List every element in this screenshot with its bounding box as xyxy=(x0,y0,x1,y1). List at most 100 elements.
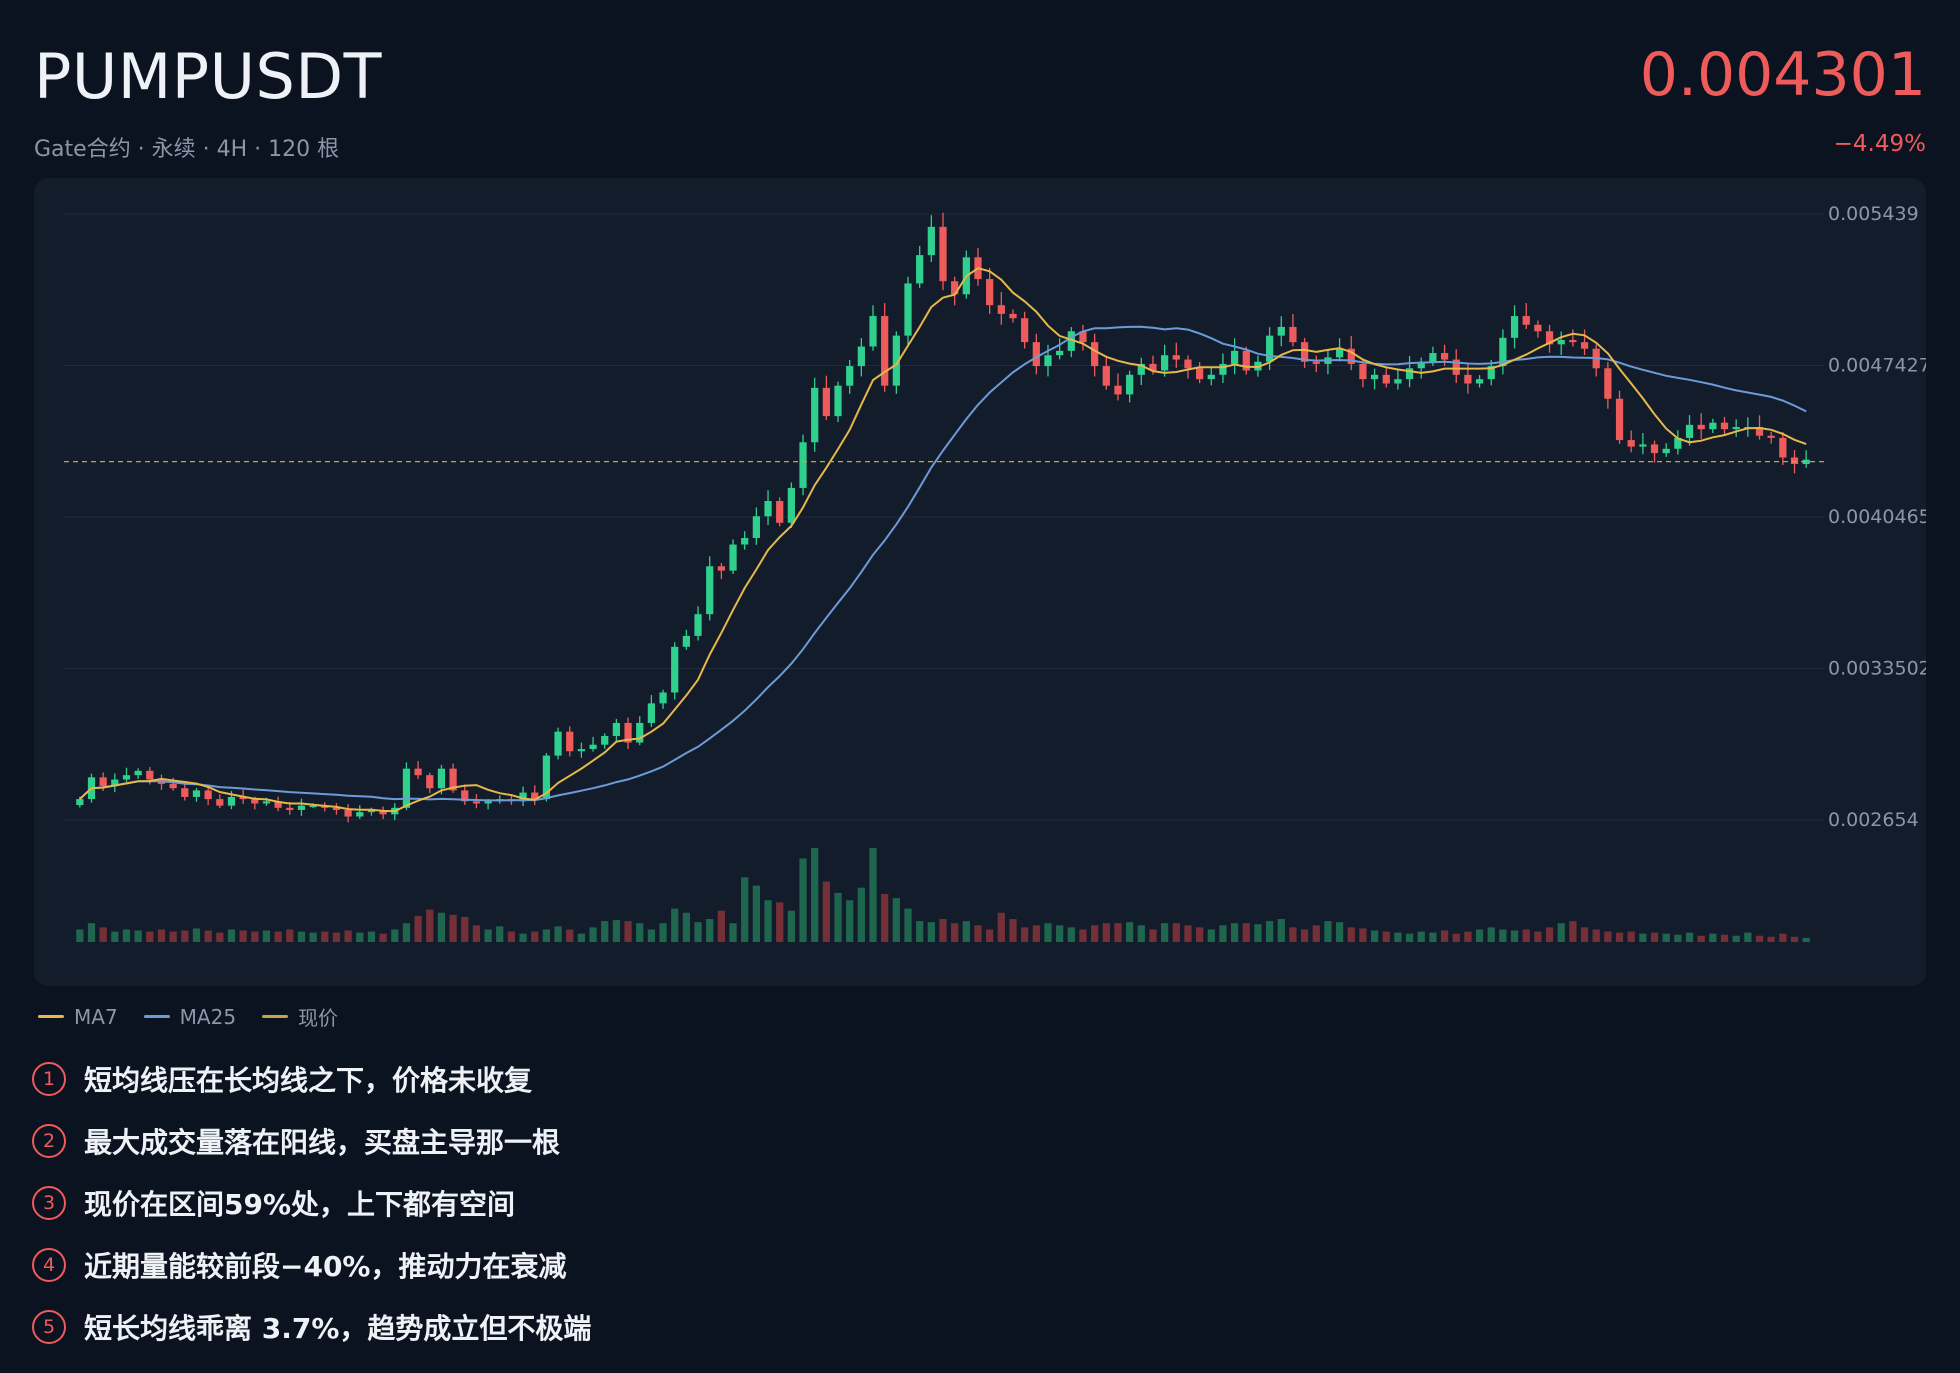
volume-bar xyxy=(1370,930,1379,942)
legend-item-ma25: MA25 xyxy=(143,1002,236,1031)
volume-bar xyxy=(1767,936,1775,942)
candle-body xyxy=(204,790,212,800)
volume-bar xyxy=(846,900,854,942)
y-tick-label: 0.005439 xyxy=(1828,203,1919,225)
candle-body xyxy=(834,385,842,417)
volume-bar xyxy=(1685,932,1694,942)
volume-bar xyxy=(1347,927,1355,942)
candle-body xyxy=(1149,363,1157,371)
volume-bar xyxy=(1744,932,1752,942)
volume-bar xyxy=(624,921,632,942)
candle-body xyxy=(519,792,527,802)
candle-body xyxy=(262,801,271,804)
candle-body xyxy=(1265,335,1274,362)
volume-bar xyxy=(939,919,947,942)
candle-body xyxy=(1230,350,1239,364)
y-tick-label: 0.00474275 xyxy=(1828,355,1926,377)
candle-body xyxy=(1219,363,1227,375)
candle-body xyxy=(227,796,236,806)
volume-bar xyxy=(811,848,819,942)
volume-bar xyxy=(741,877,749,942)
volume-bar xyxy=(577,933,586,942)
volume-bar xyxy=(1382,931,1390,942)
candle-body xyxy=(927,226,935,256)
volume-bar xyxy=(1359,928,1367,942)
volume-bar xyxy=(1067,927,1075,942)
volume-bar xyxy=(1487,927,1495,942)
volume-bar xyxy=(157,929,166,942)
candle-body xyxy=(1580,342,1589,349)
volume-bar xyxy=(951,923,959,942)
chart-panel: 0.005439 0.00474275 0.0040465 0.00335025 0.0… xyxy=(34,178,1926,986)
volume-bar xyxy=(799,858,807,942)
candle-body xyxy=(239,796,247,800)
volume-bar xyxy=(274,931,282,942)
volume-bar xyxy=(1440,930,1449,942)
volume-bar xyxy=(402,923,411,942)
candle-body xyxy=(1767,435,1775,438)
candle-body xyxy=(1557,339,1565,345)
candle-body xyxy=(554,731,562,756)
legend-item-current: 现价 xyxy=(262,1002,338,1031)
candlestick-chart: 0.005439 0.00474275 0.0040465 0.00335025 0.0… xyxy=(64,203,1926,942)
note-number: 4 xyxy=(32,1248,66,1282)
candle-body xyxy=(1720,422,1729,430)
volume-bar xyxy=(99,927,107,942)
volume-bar xyxy=(181,930,189,942)
candle-body xyxy=(1475,379,1484,384)
volume-bar xyxy=(1604,931,1612,942)
candle-body xyxy=(1499,337,1507,367)
ma25-line xyxy=(79,325,1807,802)
volume-bar xyxy=(1452,933,1460,942)
candle-body xyxy=(589,744,597,750)
legend-swatch-current xyxy=(262,1015,289,1018)
volume-bar xyxy=(496,926,504,942)
candle-body xyxy=(449,768,457,791)
candle-body xyxy=(916,255,924,284)
candle-body xyxy=(1604,368,1612,399)
volume-bar xyxy=(542,929,551,942)
note-number: 5 xyxy=(32,1310,66,1344)
volume-bar xyxy=(1207,929,1215,942)
candle-body xyxy=(1102,366,1110,386)
candle-body xyxy=(472,801,481,804)
candle-body xyxy=(76,799,84,806)
volume-bar xyxy=(776,902,784,942)
candle-body xyxy=(892,335,900,386)
volume-bar xyxy=(1091,925,1099,942)
volume-bar xyxy=(239,930,247,942)
volume-bar xyxy=(192,928,201,942)
note-item: 1 短均线压在长均线之下，价格未收复 xyxy=(32,1048,591,1110)
candle-body xyxy=(1032,342,1040,367)
current-price: 0.004301 xyxy=(1639,40,1926,110)
volume-bar xyxy=(76,929,84,942)
candle-body xyxy=(857,346,865,367)
candle-body xyxy=(181,788,189,797)
candle-body xyxy=(1732,427,1740,430)
volume-bar xyxy=(321,931,329,942)
candle-body xyxy=(1429,353,1437,362)
candle-body xyxy=(869,316,877,347)
volume-bar xyxy=(332,932,341,942)
volume-bar xyxy=(974,925,982,942)
candle-body xyxy=(309,805,317,808)
volume-bar xyxy=(1417,931,1425,942)
candle-body xyxy=(741,537,749,545)
volume-bar xyxy=(1522,929,1530,942)
candle-body xyxy=(1405,368,1414,380)
candle-body xyxy=(414,768,422,776)
volume-bar xyxy=(344,930,352,942)
candle-body xyxy=(1347,348,1355,364)
volume-bar xyxy=(251,931,259,942)
candle-body xyxy=(1802,459,1810,465)
volume-bar xyxy=(927,922,935,942)
candle-body xyxy=(601,736,609,745)
volume-bar xyxy=(1196,927,1204,942)
candle-body xyxy=(251,799,259,804)
candle-body xyxy=(1662,448,1670,454)
volume-bar xyxy=(1639,933,1647,942)
candle-body xyxy=(1277,326,1285,336)
candle-body xyxy=(822,387,830,417)
note-text: 最大成交量落在阳线，买盘主导那一根 xyxy=(84,1126,561,1159)
candle-body xyxy=(1382,374,1390,384)
